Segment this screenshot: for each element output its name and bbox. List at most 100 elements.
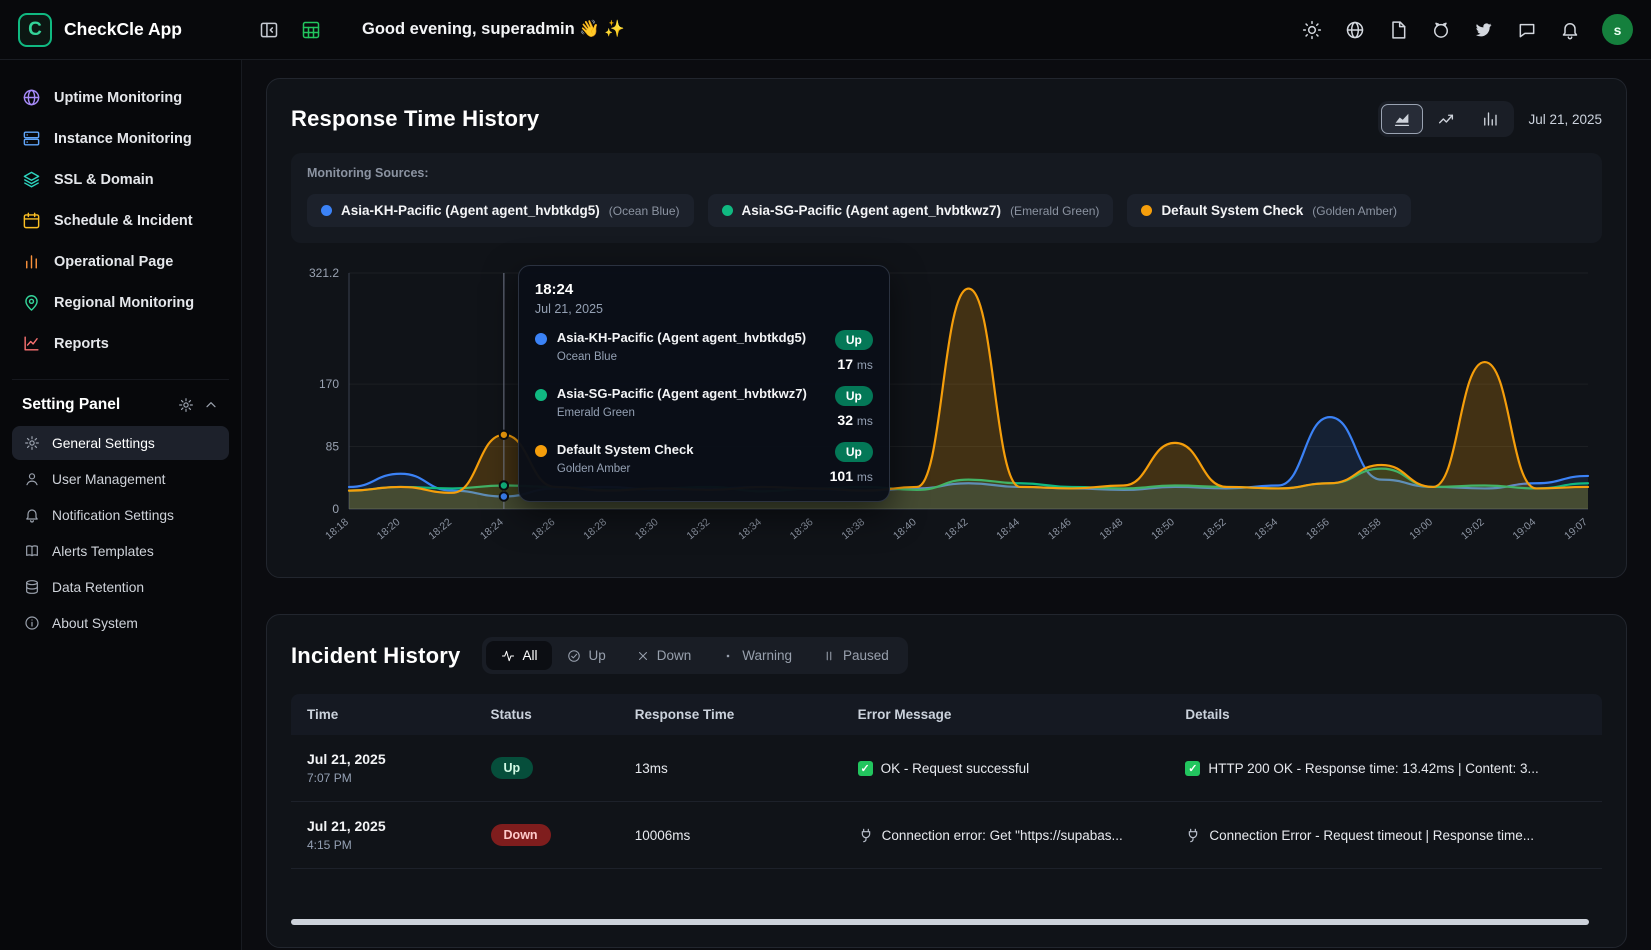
- legend-dot: [721, 205, 733, 216]
- sidebar-nav: Uptime Monitoring Instance Monitoring SSL …: [12, 78, 229, 363]
- cell-response-time: 10006ms: [634, 827, 691, 843]
- app-title: CheckCle App: [64, 19, 182, 39]
- cell-time: Jul 21, 2025 4:15 PM: [291, 802, 475, 868]
- document-icon[interactable]: [1383, 15, 1413, 45]
- sidebar: Uptime Monitoring Instance Monitoring SSL …: [0, 60, 242, 950]
- chart-toggle-bars-icon[interactable]: [1469, 104, 1511, 134]
- settings-item-about-system[interactable]: About System: [12, 606, 229, 640]
- settings-gear-icon[interactable]: [178, 397, 194, 413]
- user-avatar[interactable]: s: [1602, 14, 1633, 45]
- filter-warning[interactable]: Warning: [706, 641, 807, 670]
- app-shell: Uptime Monitoring Instance Monitoring SSL …: [0, 60, 1651, 950]
- table-row[interactable]: Jul 21, 2025 7:07 PM Up 13ms ✓ OK - Request s…: [291, 735, 1602, 802]
- svg-text:18:54: 18:54: [1252, 516, 1280, 542]
- settings-item-data-retention[interactable]: Data Retention: [12, 570, 229, 604]
- sidebar-item-ssl-domain[interactable]: SSL & Domain: [12, 160, 229, 199]
- svg-text:18:26: 18:26: [530, 516, 558, 542]
- cell-error-message: Connection error: Get "https://supabas..…: [842, 811, 1170, 859]
- settings-item-notification-settings[interactable]: Notification Settings: [12, 498, 229, 532]
- pause-icon: [822, 649, 836, 663]
- svg-text:18:18: 18:18: [323, 516, 351, 542]
- legend-dot: [321, 205, 332, 216]
- sidebar-item-instance-monitoring[interactable]: Instance Monitoring: [12, 119, 229, 158]
- settings-item-label: Alerts Templates: [52, 543, 154, 559]
- svg-text:19:02: 19:02: [1459, 516, 1487, 542]
- svg-text:18:20: 18:20: [375, 516, 403, 542]
- column-header-time: Time: [307, 707, 339, 722]
- github-icon[interactable]: [1426, 15, 1456, 45]
- success-check-icon: ✓: [857, 760, 873, 776]
- svg-text:18:38: 18:38: [839, 516, 867, 542]
- bar-chart-icon: [22, 252, 41, 271]
- svg-text:85: 85: [326, 440, 340, 454]
- sidebar-item-regional-monitoring[interactable]: Regional Monitoring: [12, 283, 229, 322]
- svg-text:18:50: 18:50: [1149, 516, 1177, 542]
- grid-view-button[interactable]: [294, 13, 328, 47]
- settings-item-general-settings[interactable]: General Settings: [12, 426, 229, 460]
- legend-name: Asia-SG-Pacific (Agent agent_hvbtkwz7): [741, 203, 1002, 218]
- table-row[interactable]: Jul 21, 2025 4:15 PM Down 10006ms Connection…: [291, 802, 1602, 869]
- book-icon: [24, 543, 40, 559]
- sidebar-item-label: Regional Monitoring: [54, 294, 195, 311]
- sidebar-item-operational-page[interactable]: Operational Page: [12, 242, 229, 281]
- header-actions: s: [1297, 14, 1633, 45]
- chart-toggle-area-chart-icon[interactable]: [1381, 104, 1424, 134]
- settings-item-alerts-templates[interactable]: Alerts Templates: [12, 534, 229, 568]
- tooltip-series-value: 32 ms: [837, 412, 873, 428]
- sun-icon[interactable]: [1297, 15, 1327, 45]
- legend-chip-asia-kh-pacific-agent-agent-hvbtkdg5[interactable]: Asia-KH-Pacific (Agent agent_hvbtkdg5) (O…: [307, 194, 694, 227]
- settings-item-label: General Settings: [52, 435, 155, 451]
- bell-icon[interactable]: [1555, 15, 1585, 45]
- column-header-status: Status: [490, 707, 532, 722]
- tooltip-series-info: Asia-SG-Pacific (Agent agent_hvbtkwz7) Em…: [557, 386, 825, 428]
- chevron-up-icon[interactable]: [203, 397, 219, 413]
- svg-text:18:28: 18:28: [581, 516, 609, 542]
- filter-all[interactable]: All: [486, 641, 553, 670]
- dot-icon: [721, 649, 735, 663]
- calendar-icon: [22, 211, 41, 230]
- top-header: C CheckCle App Good evening, superadmin …: [0, 0, 1651, 60]
- legend-chip-default-system-check[interactable]: Default System Check (Golden Amber): [1127, 194, 1411, 227]
- cell-details: ✓ HTTP 200 OK - Response time: 13.42ms | …: [1169, 745, 1602, 792]
- incident-card-title: Incident History: [291, 642, 461, 668]
- settings-item-user-management[interactable]: User Management: [12, 462, 229, 496]
- tooltip-series-value: 17 ms: [837, 356, 873, 372]
- x-icon: [636, 649, 650, 663]
- sidebar-item-schedule-incident[interactable]: Schedule & Incident: [12, 201, 229, 240]
- filter-label: Up: [588, 648, 606, 663]
- settings-nav: General Settings User Management Notificat…: [12, 426, 229, 640]
- settings-panel-header: Setting Panel: [12, 379, 229, 424]
- tooltip-series-name: Asia-SG-Pacific (Agent agent_hvbtkwz7): [556, 386, 807, 401]
- error-message-text: Connection error: Get "https://supabas..…: [881, 827, 1123, 843]
- legend-chip-asia-sg-pacific-agent-agent-hvbtkwz7[interactable]: Asia-SG-Pacific (Agent agent_hvbtkwz7) (E…: [707, 194, 1114, 227]
- status-badge: Up: [834, 330, 873, 350]
- database-icon: [24, 579, 40, 595]
- globe-icon[interactable]: [1340, 15, 1370, 45]
- table-header-row: Time Status Response Time Error Message Deta…: [291, 694, 1602, 735]
- sidebar-item-reports[interactable]: Reports: [12, 324, 229, 363]
- sidebar-item-uptime-monitoring[interactable]: Uptime Monitoring: [12, 78, 229, 117]
- chart-tooltip: 18:24 Jul 21, 2025 Asia-KH-Pacific (Agen…: [517, 265, 890, 502]
- column-header-details: Details: [1185, 707, 1230, 722]
- sidebar-item-label: Uptime Monitoring: [54, 89, 183, 106]
- response-time-card: Response Time History Jul 21, 2025 Monit…: [266, 78, 1627, 578]
- sidebar-collapse-button[interactable]: [252, 13, 286, 47]
- tooltip-value-unit: ms: [856, 414, 873, 428]
- filter-paused[interactable]: Paused: [807, 641, 904, 670]
- tooltip-series-dot: [534, 333, 547, 345]
- main-content: Response Time History Jul 21, 2025 Monit…: [242, 60, 1651, 950]
- plug-icon: [858, 827, 874, 843]
- app-brand: C CheckCle App: [18, 12, 244, 47]
- filter-up[interactable]: Up: [552, 641, 620, 670]
- status-badge: Up: [490, 757, 534, 779]
- settings-item-label: Data Retention: [52, 579, 145, 595]
- chart-toggle-trend-icon[interactable]: [1425, 104, 1467, 134]
- twitter-icon[interactable]: [1469, 15, 1499, 45]
- filter-down[interactable]: Down: [621, 641, 707, 670]
- chat-icon[interactable]: [1512, 15, 1542, 45]
- settings-item-label: About System: [52, 615, 138, 631]
- chart[interactable]: 0 85 170 321.2 18:18 18:20 18:22 18:24 18:26 18:2…: [291, 265, 1602, 555]
- legend-color-label: (Golden Amber): [1312, 203, 1397, 218]
- horizontal-scrollbar[interactable]: [291, 919, 1589, 925]
- tooltip-series-name: Asia-KH-Pacific (Agent agent_hvbtkdg5): [556, 330, 807, 345]
